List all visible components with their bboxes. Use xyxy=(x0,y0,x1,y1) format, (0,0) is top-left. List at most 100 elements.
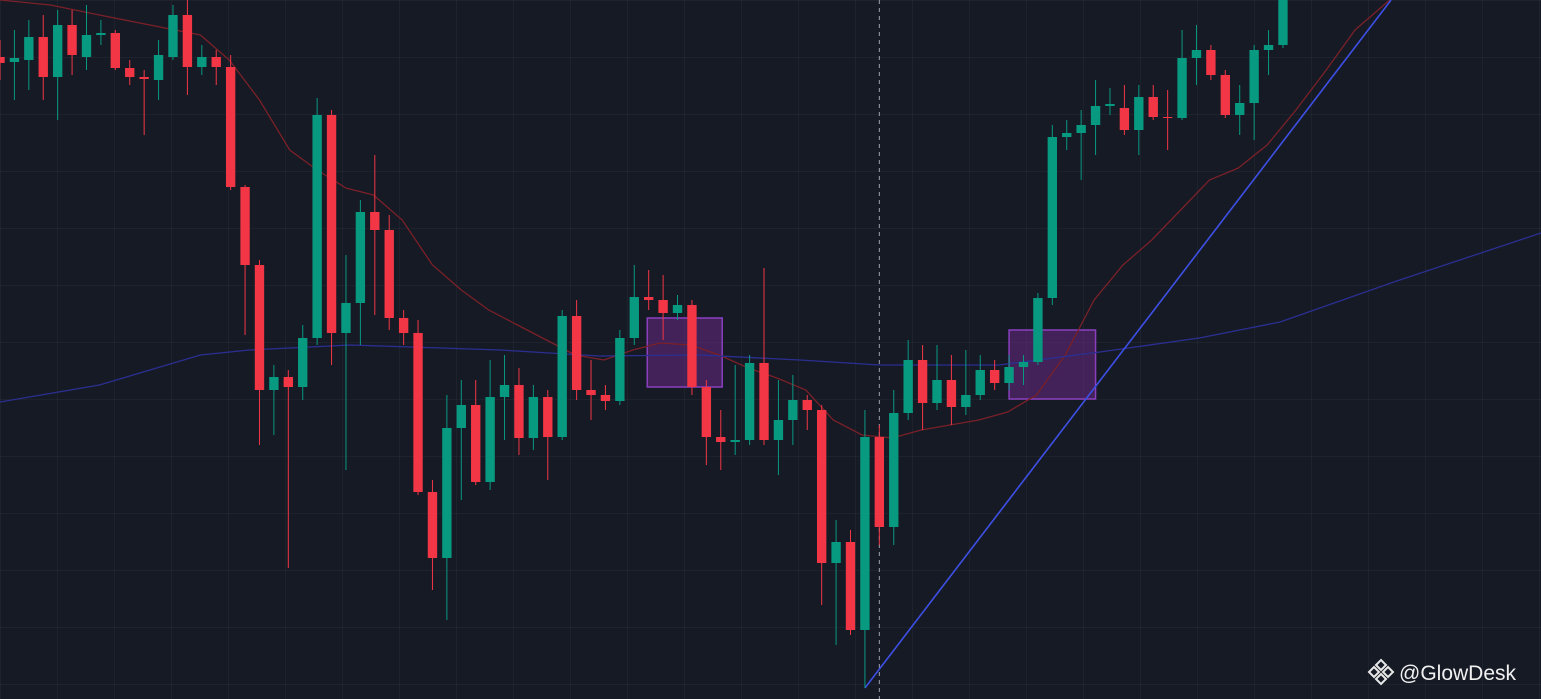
candle-body xyxy=(225,67,236,187)
trend-line xyxy=(864,0,1392,689)
candle-body xyxy=(1278,0,1288,45)
candle-body xyxy=(254,265,265,390)
candle-body xyxy=(398,318,409,333)
candle-body xyxy=(989,370,1000,383)
candle-body xyxy=(1062,133,1072,137)
candle-body xyxy=(802,400,812,410)
logo xyxy=(1367,658,1395,686)
candle-body xyxy=(81,35,92,57)
candle-body xyxy=(1004,367,1014,383)
candle-body xyxy=(384,230,394,318)
candle-body xyxy=(1191,50,1202,58)
candle-body xyxy=(125,68,135,77)
candle-body xyxy=(600,395,611,401)
candle-body xyxy=(644,297,654,300)
logo-icon xyxy=(1367,658,1395,686)
candle-body xyxy=(571,316,582,390)
candle-body xyxy=(168,15,178,57)
candle-body xyxy=(917,360,928,403)
candle-body xyxy=(182,15,193,67)
candle-body xyxy=(1076,125,1086,133)
candle-body xyxy=(341,303,351,333)
candle-body xyxy=(442,428,452,558)
candle-body xyxy=(499,385,510,397)
candle-body xyxy=(370,212,380,230)
watermark-text: @GlowDesk xyxy=(1399,662,1517,685)
candle-body xyxy=(1105,104,1115,106)
watermark: @GlowDesk xyxy=(1367,658,1517,686)
candle-body xyxy=(1134,97,1144,130)
candle-body xyxy=(283,377,293,387)
candle-body xyxy=(687,305,697,387)
candle-body xyxy=(67,25,77,55)
candle-body xyxy=(788,400,798,420)
candle-body xyxy=(845,542,856,630)
candle-body xyxy=(1249,50,1259,103)
candle-body xyxy=(759,363,769,440)
candle-body xyxy=(312,115,322,338)
candle-body xyxy=(211,57,221,67)
candle-body xyxy=(889,413,899,527)
candle-body xyxy=(24,37,34,60)
candle-body xyxy=(744,363,755,440)
candle-body xyxy=(629,297,639,338)
candle-body xyxy=(326,115,337,333)
candle-body xyxy=(1263,45,1274,50)
candle-body xyxy=(672,305,683,313)
candle-body xyxy=(413,333,423,492)
moving-average xyxy=(0,0,1391,439)
candle-body xyxy=(110,33,121,68)
candle-body xyxy=(1033,298,1043,362)
moving-average xyxy=(0,232,1541,403)
candle-body xyxy=(1206,50,1216,75)
candle-body xyxy=(1162,117,1173,118)
candle-body xyxy=(456,405,466,428)
candle-body xyxy=(471,405,481,482)
candle-body xyxy=(1220,75,1230,115)
candle-body xyxy=(557,316,567,437)
zone-box xyxy=(646,317,723,388)
candle-body xyxy=(139,77,149,79)
candle-body xyxy=(52,25,63,77)
candle-body xyxy=(514,385,524,438)
candle-body xyxy=(946,380,957,407)
candle-body xyxy=(1090,106,1101,125)
candle-body xyxy=(9,58,20,62)
candle-body xyxy=(932,380,942,403)
candle-body xyxy=(773,420,784,440)
candle-body xyxy=(903,360,913,413)
candle-body xyxy=(528,397,539,438)
candle-body xyxy=(197,57,207,67)
candle-body xyxy=(298,338,308,387)
candle-body xyxy=(701,387,712,437)
candle-body xyxy=(1235,103,1245,115)
candle-body xyxy=(730,440,740,442)
candle-body xyxy=(269,377,279,390)
candle-body xyxy=(1148,97,1158,117)
candle-body xyxy=(831,542,841,563)
candle-body xyxy=(658,300,668,313)
candle-body xyxy=(485,397,495,482)
candle-body xyxy=(860,437,870,630)
candle-body xyxy=(1177,58,1187,118)
candle-body xyxy=(355,212,366,303)
candle-body xyxy=(615,338,625,401)
candle-body xyxy=(961,395,971,407)
candle-body xyxy=(38,37,48,77)
candle-body xyxy=(427,492,438,558)
candle-body xyxy=(543,397,553,437)
candle-body xyxy=(153,55,164,80)
candle-body xyxy=(1047,137,1058,298)
candle-body xyxy=(874,437,885,527)
candle-body xyxy=(1018,362,1029,367)
candle-body xyxy=(240,187,250,265)
candle-body xyxy=(0,57,5,63)
candle-body xyxy=(586,390,596,395)
candle-body xyxy=(716,437,726,442)
candle-body xyxy=(816,410,827,563)
candle-body xyxy=(96,33,106,35)
candle-body xyxy=(1119,108,1130,130)
candle-body xyxy=(975,370,985,395)
